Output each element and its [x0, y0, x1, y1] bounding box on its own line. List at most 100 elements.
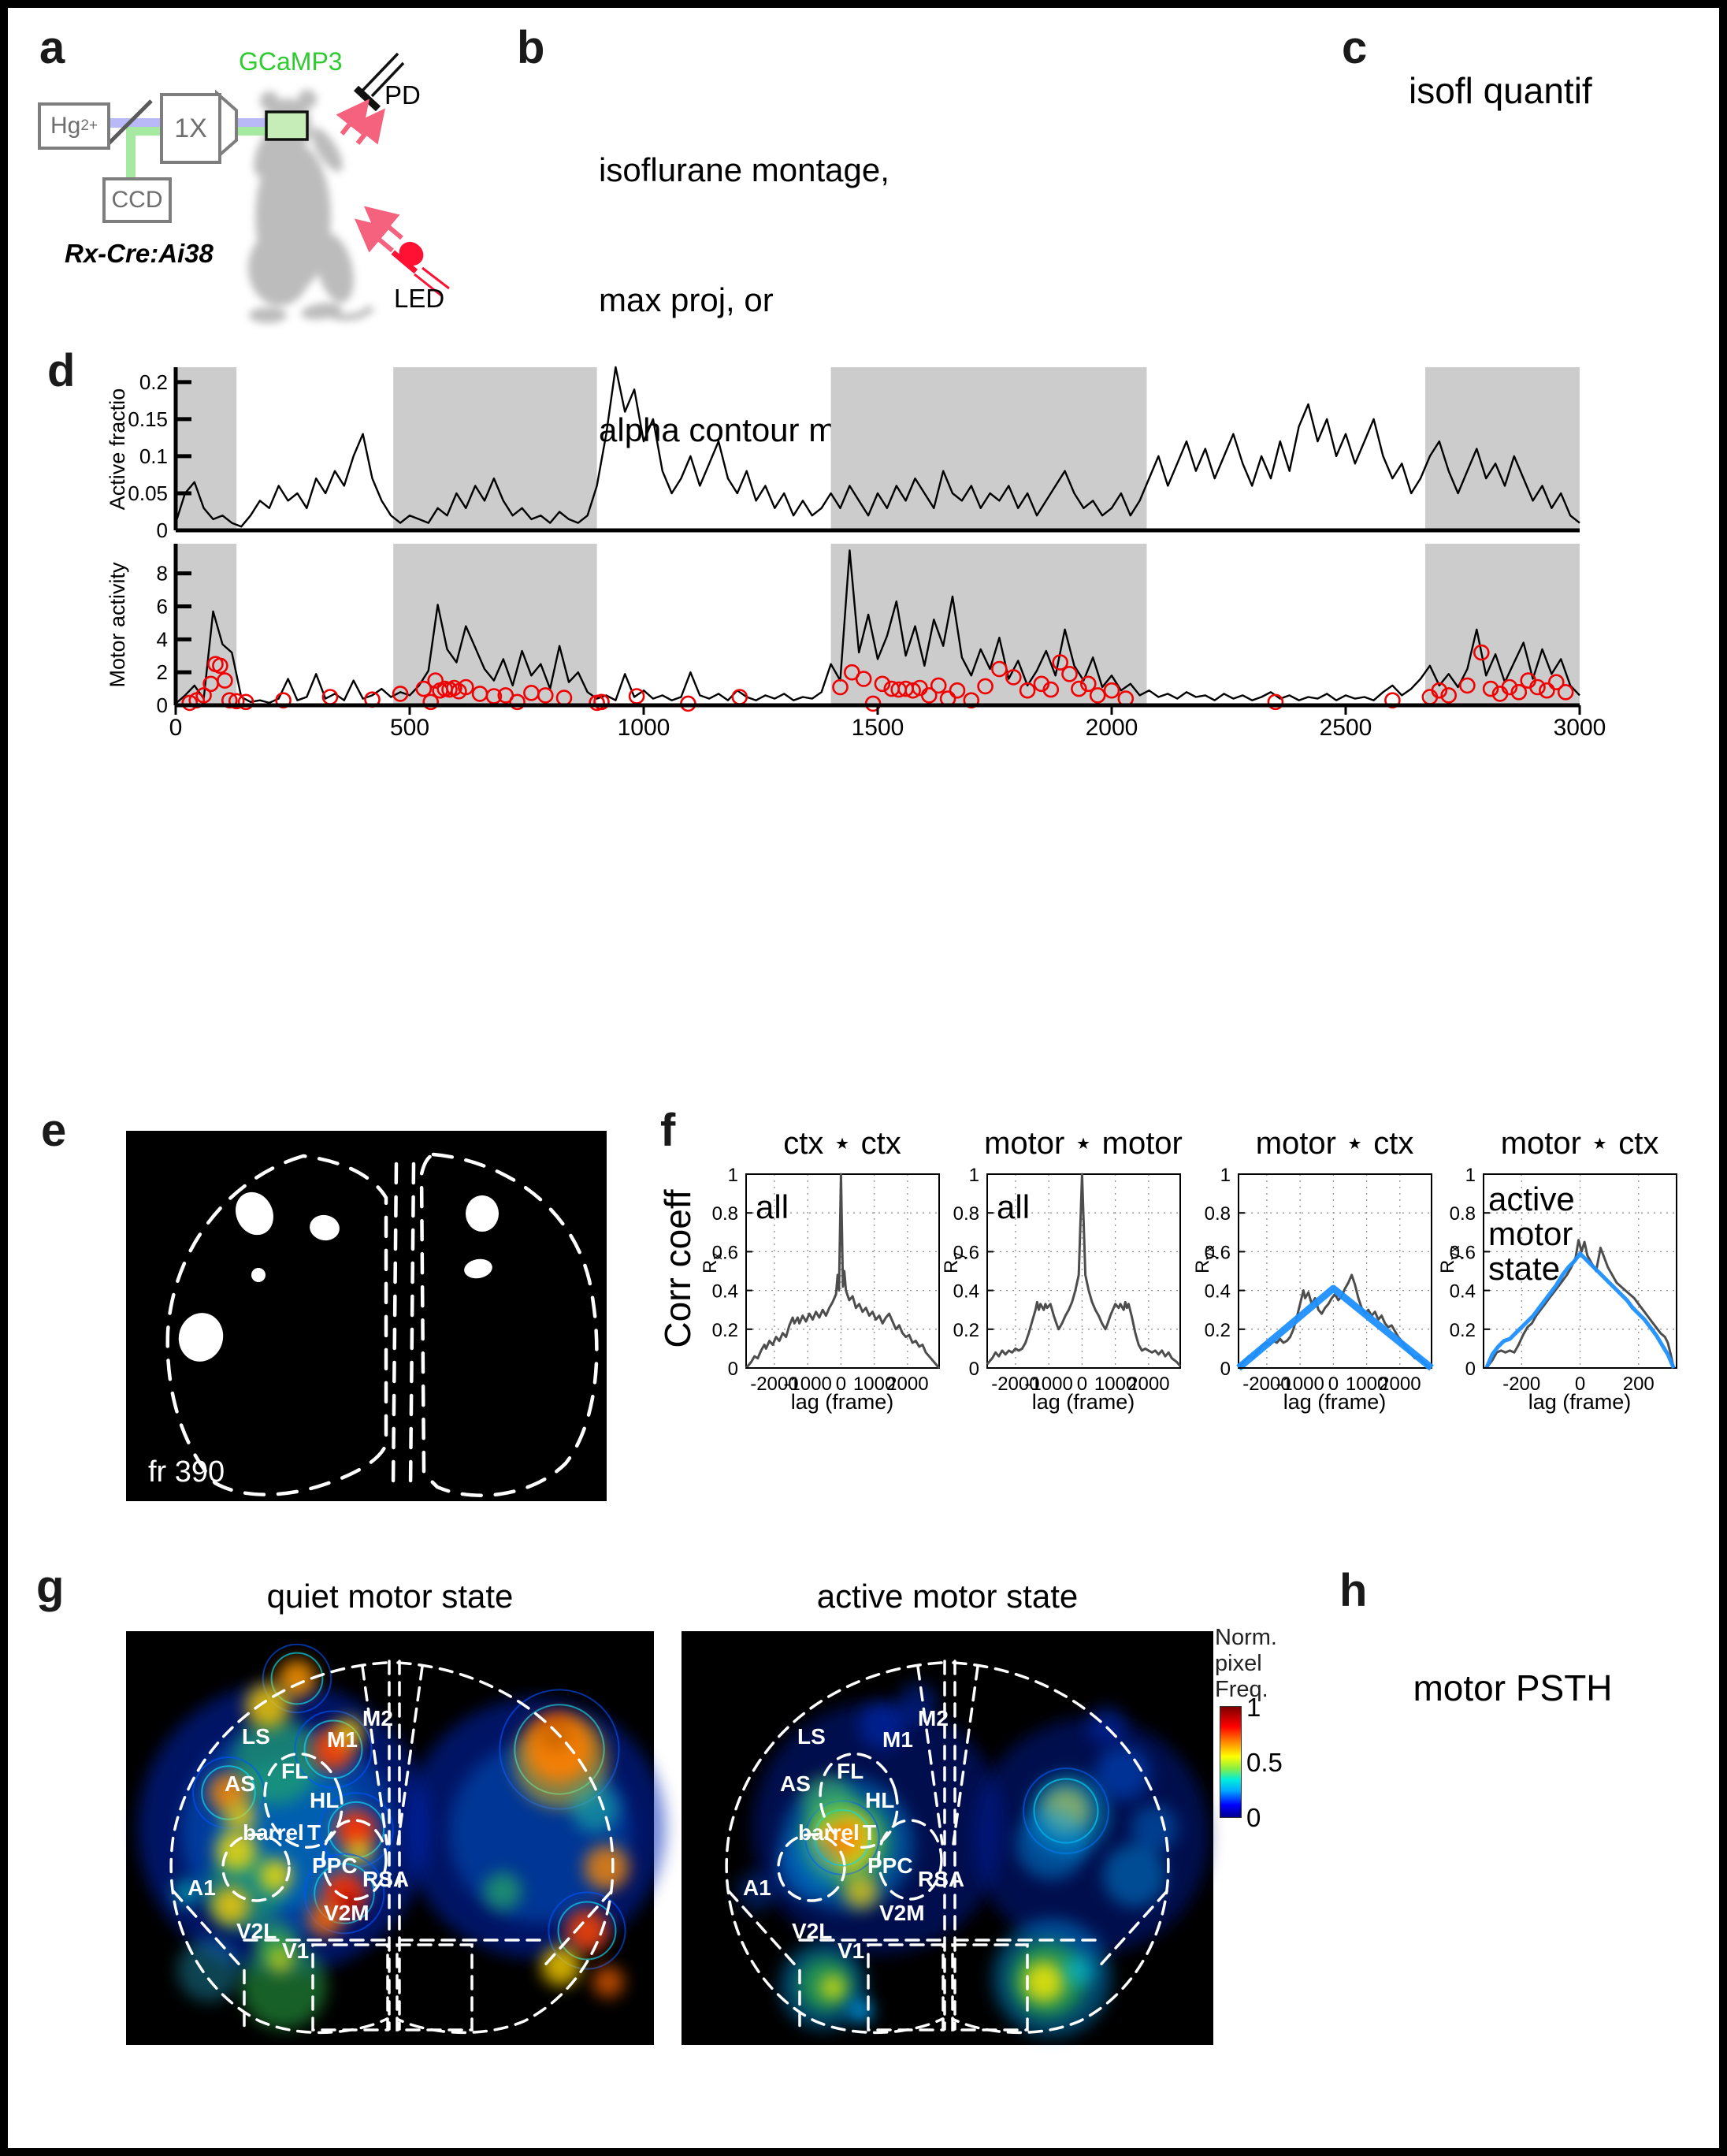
panel-d-label: d — [47, 345, 76, 396]
svg-text:0: 0 — [728, 1359, 738, 1380]
svg-text:1: 1 — [969, 1165, 979, 1186]
yticks: 0 0.2 0.4 0.6 0.8 1 — [712, 1165, 752, 1380]
svg-text:0.6: 0.6 — [1205, 1242, 1231, 1263]
model-trace-blue — [1236, 1284, 1434, 1371]
xcorr-plot-motor-ctx-active: motor ⋆ ctx 0 0.2 0.4 0.6 0.8 1 -200 0 200 acti… — [1437, 1126, 1677, 1414]
heatmap-blobs — [138, 1643, 666, 2029]
frame-number-label: fr 390 — [148, 1455, 225, 1489]
svg-text:RSA: RSA — [918, 1867, 964, 1891]
active-map-title: active motor state — [816, 1578, 1079, 1615]
svg-text:0.2: 0.2 — [1205, 1320, 1231, 1341]
svg-text:0.2: 0.2 — [712, 1320, 738, 1341]
atlas-outline-dashed — [725, 1660, 1170, 2035]
panel-b-line1: isoflurane montage, — [599, 151, 889, 188]
panel-b-label: b — [517, 22, 545, 73]
xcorr-plot-ctx-ctx: ctx ⋆ ctx 00.20.40.60.81 -2000-1000 0 1000… — [700, 1126, 941, 1414]
svg-text:motor: motor — [1488, 1215, 1573, 1252]
svg-text:0.6: 0.6 — [712, 1242, 738, 1263]
svg-text:0.05: 0.05 — [128, 481, 168, 505]
colorbar-label: Norm. pixel Freq. — [1215, 1625, 1277, 1703]
quiet-map-title: quiet motor state — [266, 1578, 514, 1615]
svg-text:2000: 2000 — [886, 1374, 928, 1395]
svg-text:0.4: 0.4 — [712, 1281, 738, 1303]
svg-text:0: 0 — [157, 519, 168, 542]
svg-text:4: 4 — [157, 627, 168, 651]
svg-text:0.8: 0.8 — [1205, 1203, 1231, 1225]
reflected-light-arrows — [336, 99, 385, 145]
state-annotation: all — [756, 1188, 789, 1225]
led-icon — [391, 241, 450, 297]
svg-text:AS: AS — [225, 1771, 255, 1796]
svg-text:-1000: -1000 — [1024, 1374, 1072, 1395]
panel-c-text: isofl quantif — [1409, 70, 1592, 111]
svg-text:2000: 2000 — [1127, 1374, 1169, 1395]
lag-axis-label: lag (frame) — [1032, 1390, 1135, 1414]
svg-text:200: 200 — [1623, 1374, 1655, 1395]
svg-text:LS: LS — [797, 1724, 826, 1749]
panel-b-text: isoflurane montage, max proj, or alpha c… — [599, 61, 889, 538]
plot-title: motor ⋆ motor — [984, 1126, 1183, 1161]
motor-event-markers — [181, 644, 1574, 712]
active-fraction-yticks: 0 0.05 0.1 0.15 0.2 — [128, 370, 191, 542]
r-axis-label: Ryx — [1437, 1246, 1462, 1273]
svg-text:-2000: -2000 — [1242, 1374, 1291, 1395]
svg-text:1500: 1500 — [852, 715, 904, 741]
plot-title: motor ⋆ ctx — [1256, 1126, 1414, 1161]
svg-text:-2000: -2000 — [991, 1374, 1039, 1395]
xcorr-trace — [745, 1173, 941, 1369]
panel-f-label: f — [660, 1105, 676, 1156]
svg-text:0: 0 — [1465, 1359, 1476, 1380]
svg-text:V2L: V2L — [236, 1919, 277, 1943]
motor-activity-trace — [175, 549, 1580, 704]
svg-text:0: 0 — [969, 1359, 979, 1380]
mercury-lamp-label: Hg — [50, 113, 81, 139]
mercury-lamp-sup: 2+ — [80, 117, 98, 134]
svg-text:1: 1 — [1465, 1165, 1476, 1186]
panel-c-label: c — [1342, 22, 1368, 73]
svg-text:all: all — [997, 1188, 1030, 1225]
xcorr-plot-motor-motor: motor ⋆ motor 00.20.40.60.81 -2000-1000 0… — [941, 1126, 1183, 1414]
svg-text:V2M: V2M — [324, 1901, 370, 1925]
brain-window — [265, 110, 309, 141]
mouse-silhouette — [248, 90, 375, 323]
active-pixels-frame: fr 390 — [126, 1131, 607, 1501]
svg-text:FL: FL — [837, 1759, 864, 1783]
svg-text:3000: 3000 — [1554, 715, 1606, 741]
brain-outline-dashed — [165, 1152, 599, 1497]
svg-text:6: 6 — [157, 594, 168, 618]
activity-timeseries-plot: 0 0.05 0.1 0.15 0.2 Active fractio 0 2 4 6 8 0 50… — [106, 366, 1606, 741]
svg-text:0.2: 0.2 — [953, 1320, 979, 1341]
svg-text:2500: 2500 — [1320, 715, 1372, 741]
active-fraction-trace — [174, 366, 1580, 528]
lens-box: 1X — [160, 93, 221, 164]
svg-text:barrel: barrel — [798, 1820, 860, 1845]
svg-text:0: 0 — [157, 693, 168, 717]
colorbar-label-line1: Norm. — [1215, 1625, 1277, 1650]
lag-axis-label: lag (frame) — [1283, 1390, 1387, 1414]
mouse-line-label: Rx-Cre:Ai38 — [65, 239, 214, 268]
colorbar-label-line3: Freq. — [1215, 1677, 1268, 1702]
panel-h-text: motor PSTH — [1413, 1667, 1613, 1708]
frame-xticks: 0 500 1000 1500 2000 2500 3000 — [169, 705, 1606, 741]
ccd-box: CCD — [102, 177, 172, 223]
colorbar — [1220, 1706, 1242, 1818]
atlas-outline-dashed — [169, 1660, 615, 2035]
yticks: 0 0.2 0.4 0.6 0.8 1 — [953, 1165, 993, 1380]
svg-text:-1000: -1000 — [1276, 1374, 1324, 1395]
model-trace-blue — [1484, 1251, 1676, 1369]
svg-text:1000: 1000 — [1346, 1374, 1387, 1395]
state-annotation: all — [997, 1188, 1030, 1225]
mercury-lamp-box: Hg 2+ — [38, 102, 110, 150]
heatmap-blobs — [737, 1682, 1209, 2037]
svg-text:A1: A1 — [188, 1875, 216, 1900]
yticks: 0 0.2 0.4 0.6 0.8 1 — [1450, 1165, 1490, 1380]
svg-text:active: active — [1488, 1180, 1575, 1217]
svg-text:0.8: 0.8 — [712, 1203, 738, 1225]
ccd-label: CCD — [111, 187, 163, 213]
svg-text:RSA: RSA — [362, 1867, 409, 1891]
